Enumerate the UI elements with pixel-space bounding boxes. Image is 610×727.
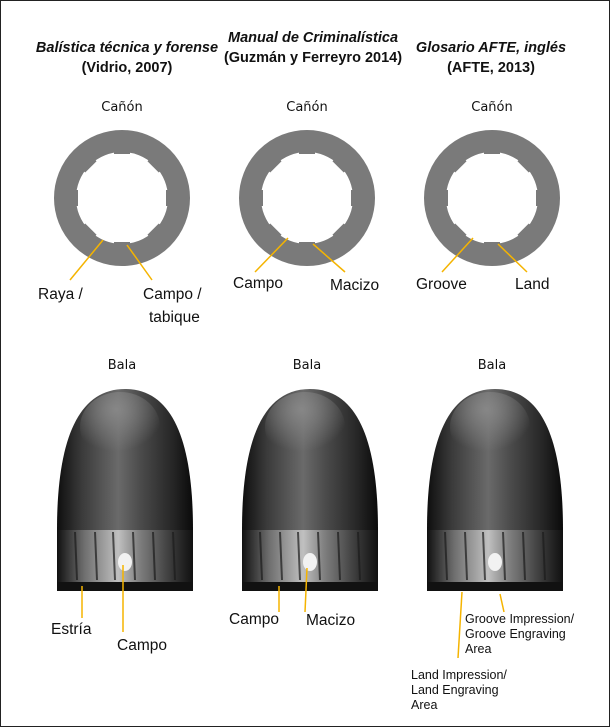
arrow-campo-tabique [126, 244, 153, 281]
label-campo-bullet: Campo [117, 637, 167, 654]
barrel-cross-section-2 [250, 141, 364, 255]
label-groove-impression-2: Groove Engraving [465, 627, 566, 641]
column-3-heading: Glosario AFTE, inglés (AFTE, 2013) [396, 38, 586, 78]
label-groove-impression-1: Groove Impression/ [465, 612, 575, 626]
label-macizo-bullet: Macizo [306, 612, 356, 629]
column-3-source-title: Glosario AFTE, inglés [415, 40, 567, 56]
arrow-groove [441, 237, 474, 273]
label-land-impression-2: Land Engraving [411, 683, 499, 697]
column-2-source-ref: (Guzmán y Ferreyro 2014) [223, 50, 403, 66]
label-estria: Estría [51, 621, 92, 638]
barrel-cross-section-3 [435, 141, 549, 255]
label-tabique: tabique [149, 309, 200, 326]
arrow-raya [69, 239, 104, 281]
bullet-image-3 [426, 388, 564, 592]
arrow-macizo-bullet [304, 567, 308, 613]
label-campo-bullet-2: Campo [229, 611, 279, 628]
bullet-image-1 [56, 388, 194, 592]
label-campo-barrel: Campo [233, 275, 283, 292]
label-groove-impression-3: Area [465, 642, 492, 656]
column-2-heading: Manual de Criminalística (Guzmán y Ferre… [218, 28, 408, 68]
barrel-arrows [69, 237, 528, 281]
barrel-caption-2: Cañón [286, 100, 328, 115]
arrow-land [497, 243, 528, 273]
bullet-image-2 [241, 388, 379, 592]
column-1-heading: Balística técnica y forense (Vidrio, 200… [32, 38, 222, 78]
label-land-impression-1: Land Impression/ [411, 668, 507, 682]
arrow-land-impression [457, 591, 463, 659]
arrow-campo-barrel [254, 237, 289, 273]
label-land: Land [515, 276, 550, 293]
barrel-caption-3: Cañón [471, 100, 513, 115]
label-campo-tabique: Campo / [143, 286, 202, 303]
label-groove: Groove [416, 276, 467, 293]
label-raya: Raya / [38, 286, 83, 303]
column-1-source-title: Balística técnica y forense [35, 40, 219, 56]
label-land-impression-3: Area [411, 698, 438, 712]
bullet-arrows [81, 565, 505, 659]
barrel-caption-1: Cañón [101, 100, 143, 115]
bullet-caption-3: Bala [477, 358, 507, 373]
column-1-source-ref: (Vidrio, 2007) [81, 60, 173, 76]
barrel-cross-section-1 [65, 141, 179, 255]
arrow-macizo-barrel [312, 243, 346, 273]
column-2-source-title: Manual de Criminalística [227, 30, 399, 46]
bullet-caption-1: Bala [107, 358, 137, 373]
arrow-groove-impression [499, 593, 505, 613]
column-3-source-ref: (AFTE, 2013) [447, 60, 535, 76]
label-macizo-barrel: Macizo [330, 277, 380, 294]
bullet-caption-2: Bala [292, 358, 322, 373]
